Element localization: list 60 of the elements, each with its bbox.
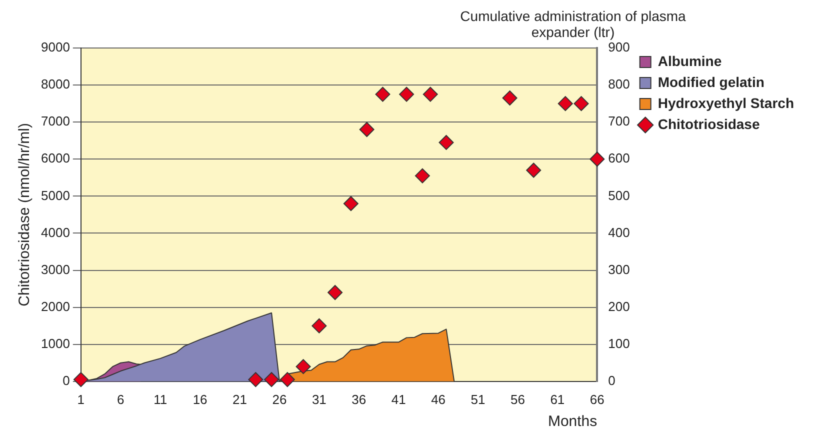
legend-label: Modified gelatin [658, 74, 764, 90]
y-tick-label: 7000 [41, 114, 70, 129]
y-tick-label: 9000 [41, 40, 70, 55]
x-tick-label: 41 [391, 392, 406, 407]
point [312, 318, 327, 334]
y2-tick-label: 500 [608, 188, 630, 203]
y-tick-label: 4000 [41, 224, 70, 240]
legend-label: Chitotriosidase [658, 116, 760, 132]
point [558, 96, 573, 112]
legend-label: Hydroxyethyl Starch [658, 94, 794, 111]
y2-tick-label: 800 [608, 76, 630, 92]
x-tick-label: 11 [154, 392, 168, 407]
y2-tick-label: 100 [608, 336, 630, 351]
point [590, 152, 605, 167]
y-tick-label: 2000 [41, 298, 70, 314]
y2-tick-label: 900 [608, 40, 630, 55]
point [414, 168, 430, 184]
point [399, 86, 414, 102]
y2-tick-label: 600 [608, 150, 630, 166]
legend-label: Albumine [658, 52, 722, 69]
x-tick-label: 66 [590, 392, 604, 407]
y2-axis-title: Cumulative administration of plasma expander (ltr) [459, 8, 687, 40]
y-tick-label: 0 [62, 372, 70, 388]
x-tick-label: 46 [431, 392, 446, 407]
x-tick-label: 1 [77, 392, 85, 407]
point [343, 196, 358, 212]
point [574, 96, 589, 112]
point [359, 122, 374, 137]
point [526, 162, 542, 178]
x-tick-label: 36 [352, 392, 366, 407]
y2-tick-label: 300 [608, 262, 630, 277]
y-tick-label: 5000 [41, 188, 70, 203]
x-tick-label: 21 [232, 392, 247, 407]
point [73, 372, 88, 388]
y2-tick-label: 0 [608, 372, 616, 388]
y-axis-title: Chitotriosidase (nmol/hr/ml) [16, 123, 34, 306]
point [296, 359, 311, 374]
x-axis-title: Months [548, 413, 598, 430]
point [328, 284, 343, 300]
point [248, 372, 264, 388]
y-tick-label: 8000 [41, 76, 70, 92]
y2-tick-label: 400 [608, 224, 630, 240]
y2-tick-label: 200 [608, 298, 630, 314]
point [280, 372, 295, 388]
x-tick-label: 31 [312, 392, 326, 407]
point [375, 86, 390, 102]
point [438, 134, 454, 150]
x-tick-label: 56 [510, 392, 525, 407]
y-tick-label: 1000 [41, 336, 70, 351]
x-tick-label: 26 [272, 392, 287, 407]
y2-tick-label: 700 [608, 114, 630, 129]
y-tick-label: 3000 [41, 262, 70, 277]
point [264, 372, 280, 388]
y-tick-label: 6000 [41, 150, 70, 166]
x-tick-label: 6 [117, 392, 124, 407]
x-tick-label: 51 [470, 392, 486, 407]
point [422, 86, 438, 102]
x-tick-label: 61 [550, 392, 565, 407]
x-tick-label: 16 [192, 392, 208, 407]
point [502, 90, 518, 106]
